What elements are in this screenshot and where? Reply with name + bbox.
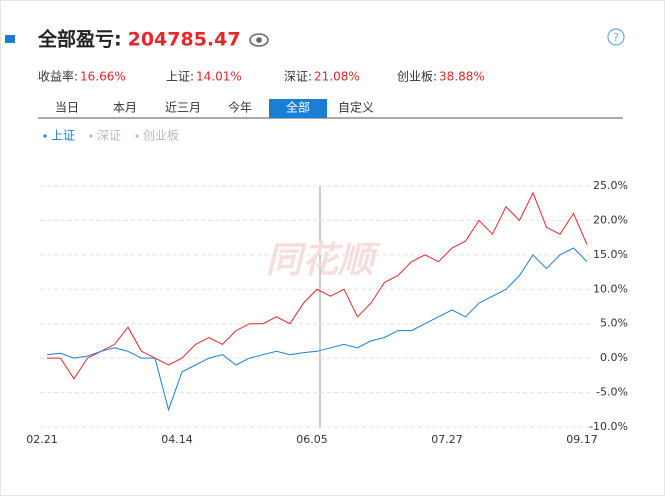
y-tick-label: 25.0% <box>593 179 628 192</box>
legend-item[interactable]: 创业板 <box>143 129 179 143</box>
y-tick-label: 15.0% <box>593 248 628 261</box>
legend-item[interactable]: 上证 <box>51 129 75 143</box>
marker <box>5 35 15 43</box>
x-tick-label: 02.21 <box>26 433 58 446</box>
tab[interactable]: 近三月 <box>165 101 201 115</box>
stat-label: 收益率: <box>38 69 78 84</box>
total-value: 204785.47 <box>128 29 241 51</box>
x-tick-label: 09.17 <box>566 433 598 446</box>
y-tick-label: 20.0% <box>593 213 628 226</box>
tab[interactable]: 自定义 <box>338 100 374 115</box>
tab-active-bg <box>269 99 327 118</box>
stat-label: 创业板: <box>397 70 437 84</box>
stat-value: 14.01% <box>196 70 242 84</box>
x-tick-label: 06.05 <box>296 433 328 446</box>
stat-value: 38.88% <box>439 70 485 84</box>
help-icon[interactable]: ? <box>607 28 625 46</box>
legend-dot <box>43 134 47 138</box>
legend-item[interactable]: 深证 <box>97 129 121 143</box>
y-tick-label: 5.0% <box>600 317 628 330</box>
legend-dot <box>89 134 93 138</box>
tab[interactable]: 今年 <box>228 100 252 115</box>
y-tick-label: -10.0% <box>589 420 628 433</box>
y-tick-label: 10.0% <box>593 282 628 295</box>
stat-value: 16.66% <box>80 70 126 84</box>
tab[interactable]: 全部 <box>286 100 310 115</box>
watermark: 同花顺 <box>266 240 381 281</box>
stat-label: 深证: <box>284 70 312 84</box>
y-tick-label: -5.0% <box>596 386 628 399</box>
title: 全部盈亏: <box>37 28 122 51</box>
line-series <box>46 247 588 412</box>
stat-label: 上证: <box>166 70 194 84</box>
line-series <box>47 191 588 380</box>
svg-text:?: ? <box>613 31 619 44</box>
x-tick-label: 07.27 <box>431 433 463 446</box>
y-tick-label: 0.0% <box>600 351 628 364</box>
x-tick-label: 04.14 <box>161 433 193 446</box>
eye-icon[interactable] <box>249 33 269 47</box>
tab[interactable]: 本月 <box>113 101 137 115</box>
stat-value: 21.08% <box>314 70 360 84</box>
tab[interactable]: 当日 <box>55 101 79 115</box>
legend-dot <box>135 134 139 138</box>
